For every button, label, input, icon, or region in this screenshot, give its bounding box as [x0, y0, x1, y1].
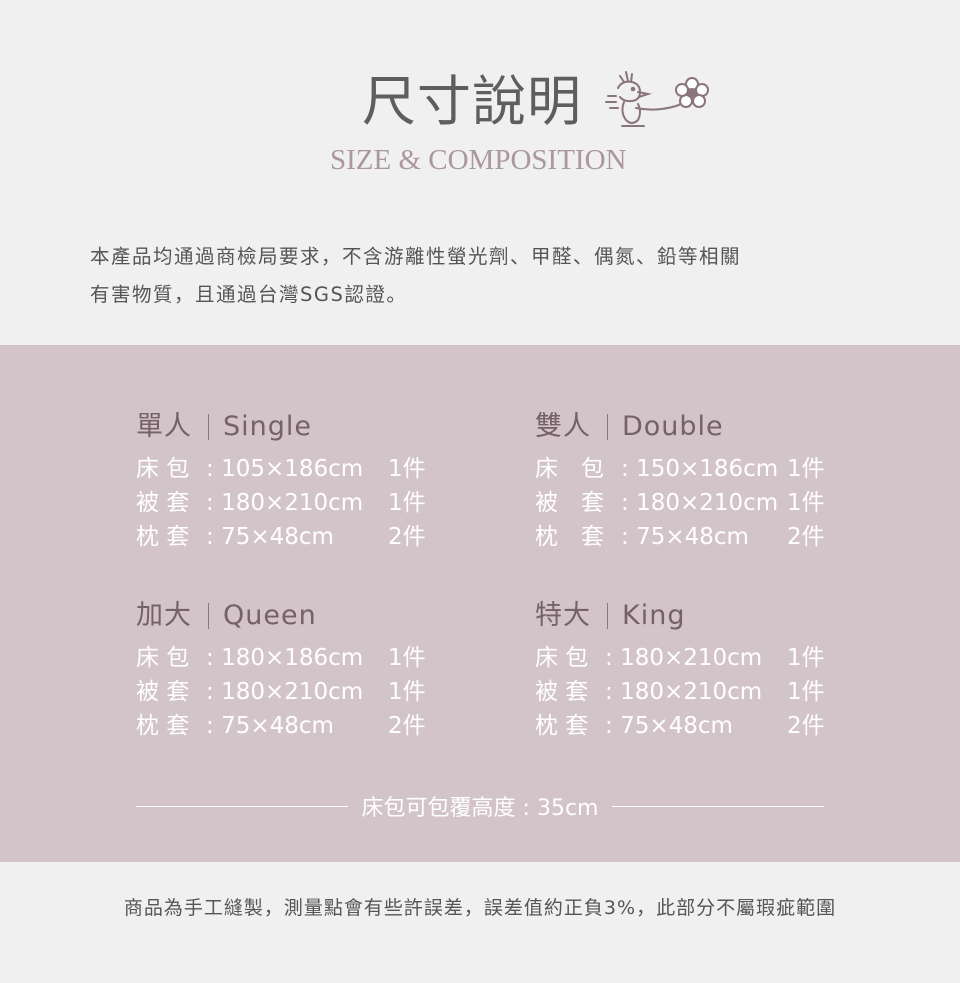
- item-dimension: 180×210cm: [636, 490, 779, 516]
- item-dimension: 180×186cm: [221, 645, 364, 671]
- item-label: 被 套: [136, 490, 190, 516]
- item-quantity: 1件: [388, 679, 426, 705]
- tolerance-note: 商品為手工縫製，測量點會有些許誤差，誤差值約正負3%，此部分不屬瑕疵範圍: [123, 897, 837, 919]
- size-row: 被 套: 180×210cm 1件: [136, 675, 456, 709]
- colon: :: [605, 713, 621, 739]
- item-label: 枕 套: [535, 713, 589, 739]
- size-name-zh: 單人: [136, 411, 192, 442]
- divider: [208, 414, 209, 440]
- size-row: 枕 套: 75×48cm 2件: [136, 520, 456, 554]
- item-label: 床 包: [535, 456, 604, 482]
- item-quantity: 1件: [388, 490, 426, 516]
- item-quantity: 1件: [787, 490, 825, 516]
- item-label: 被 套: [535, 490, 604, 516]
- colon: :: [206, 456, 222, 482]
- item-label: 床 包: [535, 645, 589, 671]
- size-row: 床 包: 150×186cm 1件: [535, 452, 855, 486]
- divider: [612, 805, 825, 807]
- size-heading: 特大 King: [535, 599, 855, 633]
- item-dimension: 75×48cm: [221, 713, 334, 739]
- item-label: 被 套: [535, 679, 589, 705]
- item-label: 床 包: [136, 645, 190, 671]
- size-row: 被 套: 180×210cm 1件: [136, 486, 456, 520]
- colon: :: [621, 490, 637, 516]
- size-heading: 加大 Queen: [136, 599, 456, 633]
- page-subtitle: SIZE & COMPOSITION: [330, 144, 627, 176]
- item-quantity: 1件: [787, 456, 825, 482]
- size-name-en: Queen: [223, 600, 317, 631]
- item-label: 枕 套: [136, 713, 190, 739]
- divider: [136, 805, 348, 807]
- size-name-en: King: [622, 600, 686, 631]
- intro-line: 有害物質，且通過台灣SGS認證。: [90, 283, 408, 306]
- item-dimension: 150×186cm: [636, 456, 779, 482]
- item-label: 枕 套: [136, 524, 190, 550]
- item-label: 床 包: [136, 456, 190, 482]
- size-name-zh: 特大: [535, 600, 591, 631]
- size-row: 被 套: 180×210cm 1件: [535, 486, 855, 520]
- colon: :: [206, 713, 222, 739]
- size-name-zh: 加大: [136, 600, 192, 631]
- item-quantity: 1件: [388, 456, 426, 482]
- size-table-panel: [0, 345, 960, 862]
- item-quantity: 1件: [787, 645, 825, 671]
- size-block-single: 單人 Single 床 包: 105×186cm 1件被 套: 180×210cm 1件…: [136, 410, 456, 554]
- colon: :: [621, 524, 637, 550]
- cover-height-note: 床包可包覆高度 : 35cm: [136, 790, 825, 822]
- colon: :: [206, 490, 222, 516]
- item-label: 枕 套: [535, 524, 604, 550]
- woodstock-with-flower-icon: [605, 71, 709, 127]
- divider: [607, 603, 608, 629]
- size-name-zh: 雙人: [535, 411, 591, 442]
- intro-line: 本產品均通過商檢局要求，不含游離性螢光劑、甲醛、偶氮、鉛等相關: [90, 245, 742, 268]
- item-dimension: 75×48cm: [620, 713, 733, 739]
- page-title: 尺寸說明: [362, 70, 582, 133]
- colon: :: [605, 645, 621, 671]
- size-block-queen: 加大 Queen 床 包: 180×186cm 1件被 套: 180×210cm 1件枕…: [136, 599, 456, 743]
- item-quantity: 1件: [388, 645, 426, 671]
- colon: :: [621, 456, 637, 482]
- size-row: 枕 套: 75×48cm 2件: [535, 520, 855, 554]
- item-quantity: 1件: [787, 679, 825, 705]
- item-quantity: 2件: [787, 524, 825, 550]
- size-name-en: Single: [223, 411, 313, 442]
- size-row: 被 套: 180×210cm 1件: [535, 675, 855, 709]
- colon: :: [206, 524, 222, 550]
- size-row: 床 包: 180×210cm 1件: [535, 641, 855, 675]
- size-row: 枕 套: 75×48cm 2件: [136, 709, 456, 743]
- size-heading: 雙人 Double: [535, 410, 855, 444]
- size-row: 床 包: 180×186cm 1件: [136, 641, 456, 675]
- item-label: 被 套: [136, 679, 190, 705]
- item-quantity: 2件: [787, 713, 825, 739]
- size-name-en: Double: [622, 411, 724, 442]
- cover-height-text: 床包可包覆高度 : 35cm: [361, 796, 599, 821]
- divider: [607, 414, 608, 440]
- size-heading: 單人 Single: [136, 410, 456, 444]
- size-row: 枕 套: 75×48cm 2件: [535, 709, 855, 743]
- item-dimension: 180×210cm: [620, 645, 763, 671]
- colon: :: [206, 645, 222, 671]
- item-dimension: 180×210cm: [620, 679, 763, 705]
- divider: [208, 603, 209, 629]
- item-quantity: 2件: [388, 524, 426, 550]
- item-dimension: 180×210cm: [221, 679, 364, 705]
- size-block-king: 特大 King 床 包: 180×210cm 1件被 套: 180×210cm 1件枕 …: [535, 599, 855, 743]
- item-dimension: 75×48cm: [636, 524, 749, 550]
- item-quantity: 2件: [388, 713, 426, 739]
- size-row: 床 包: 105×186cm 1件: [136, 452, 456, 486]
- item-dimension: 105×186cm: [221, 456, 364, 482]
- intro-text: 本產品均通過商檢局要求，不含游離性螢光劑、甲醛、偶氮、鉛等相關 有害物質，且通過…: [90, 238, 890, 314]
- item-dimension: 180×210cm: [221, 490, 364, 516]
- size-block-double: 雙人 Double 床 包: 150×186cm 1件被 套: 180×210cm 1件…: [535, 410, 855, 554]
- item-dimension: 75×48cm: [221, 524, 334, 550]
- colon: :: [206, 679, 222, 705]
- colon: :: [605, 679, 621, 705]
